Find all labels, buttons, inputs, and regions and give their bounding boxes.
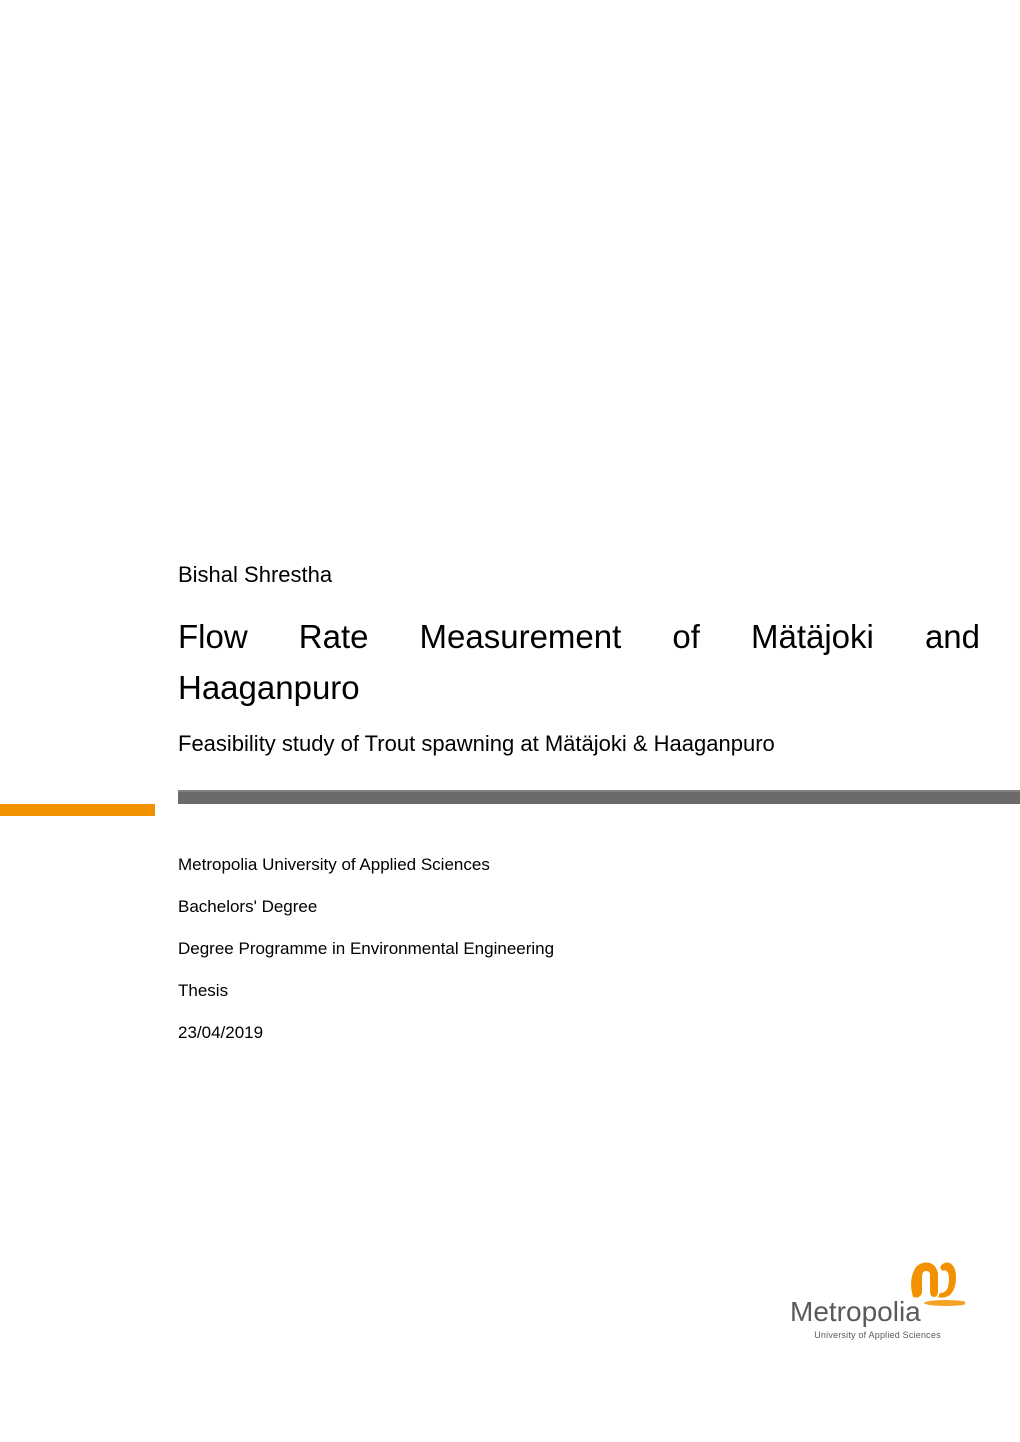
meta-degree: Bachelors' Degree <box>178 897 554 917</box>
author-name: Bishal Shrestha <box>178 562 980 588</box>
cover-content: Bishal Shrestha Flow Rate Measurement of… <box>0 0 1020 757</box>
divider-bar <box>0 790 1020 816</box>
logo-tagline: University of Applied Sciences <box>814 1330 941 1340</box>
divider-gray-bar <box>178 790 1020 804</box>
thesis-title-line2: Haaganpuro <box>178 667 980 708</box>
metropolia-logo: Metropolia University of Applied Science… <box>790 1257 965 1352</box>
meta-type: Thesis <box>178 981 554 1001</box>
thesis-metadata: Metropolia University of Applied Science… <box>178 855 554 1065</box>
meta-programme: Degree Programme in Environmental Engine… <box>178 939 554 959</box>
thesis-title-line1: Flow Rate Measurement of Mätäjoki and <box>178 616 980 657</box>
thesis-subtitle: Feasibility study of Trout spawning at M… <box>178 731 980 757</box>
metropolia-logo-icon: Metropolia <box>790 1257 965 1332</box>
logo-wordmark: Metropolia <box>790 1296 921 1327</box>
meta-university: Metropolia University of Applied Science… <box>178 855 554 875</box>
divider-orange-bar <box>0 804 155 816</box>
meta-date: 23/04/2019 <box>178 1023 554 1043</box>
